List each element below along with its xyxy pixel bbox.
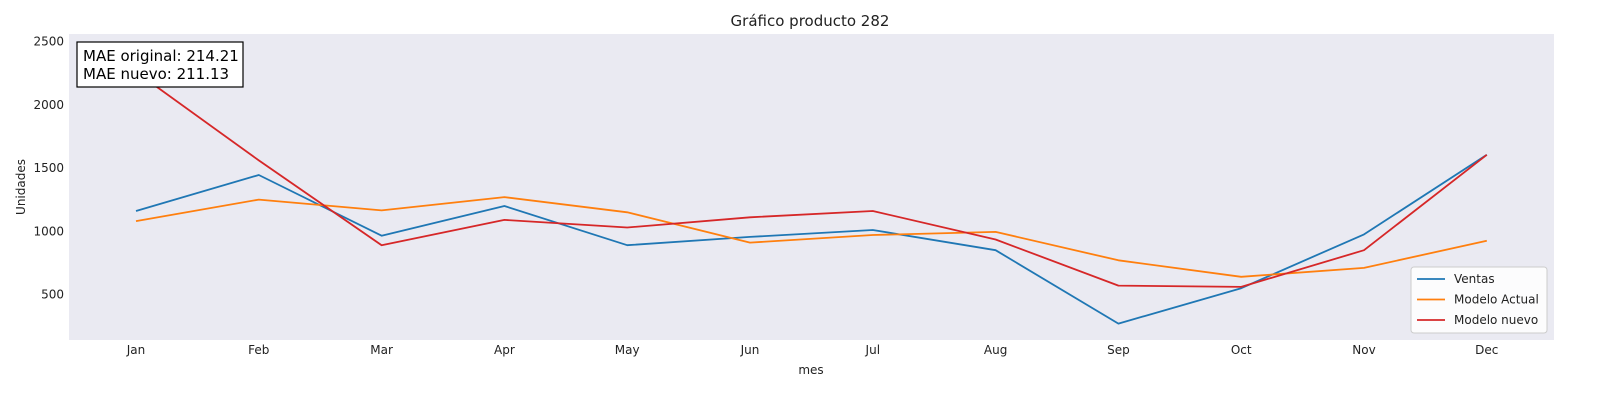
- mae-nuevo-text: MAE nuevo: 211.13: [83, 65, 229, 83]
- x-axis-label: mes: [798, 363, 823, 377]
- y-tick-label: 2000: [33, 98, 64, 112]
- legend: Ventas Modelo Actual Modelo nuevo: [1410, 266, 1548, 334]
- x-tick-label: Nov: [1352, 343, 1375, 357]
- legend-label-ventas: Ventas: [1454, 272, 1495, 286]
- x-tick-label: Dec: [1475, 343, 1498, 357]
- x-tick-label: Apr: [494, 343, 515, 357]
- mae-annotation-box: MAE original: 214.21 MAE nuevo: 211.13: [76, 41, 244, 88]
- series-line-modelo-actual: [135, 196, 1487, 278]
- y-axis-label: Unidades: [14, 159, 28, 215]
- y-axis-ticks: 500 1000 1500 2000 2500: [33, 35, 64, 302]
- annotation-frame: [76, 41, 244, 88]
- x-tick-label: May: [615, 343, 640, 357]
- y-tick-label: 1500: [33, 161, 64, 175]
- x-tick-label: Oct: [1231, 343, 1252, 357]
- x-tick-label: Jun: [740, 343, 760, 357]
- plot-area: [69, 34, 1554, 340]
- series-line-modelo-nuevo: [135, 71, 1488, 288]
- legend-label-modelo-nuevo: Modelo nuevo: [1454, 313, 1538, 327]
- x-tick-label: Jan: [126, 343, 146, 357]
- legend-frame: [1410, 266, 1548, 334]
- x-tick-label: Feb: [248, 343, 269, 357]
- series-layer: [135, 71, 1488, 325]
- chart-title: Gráfico producto 282: [731, 12, 890, 30]
- x-tick-label: Jul: [865, 343, 880, 357]
- legend-label-modelo-actual: Modelo Actual: [1454, 293, 1539, 307]
- y-tick-label: 1000: [33, 224, 64, 238]
- x-axis-ticks: Jan Feb Mar Apr May Jun Jul Aug Sep Oct Nov Dec: [126, 343, 1499, 357]
- mae-original-text: MAE original: 214.21: [83, 47, 239, 65]
- x-tick-label: Sep: [1107, 343, 1130, 357]
- y-tick-label: 2500: [33, 35, 64, 49]
- x-tick-label: Aug: [984, 343, 1007, 357]
- x-tick-label: Mar: [370, 343, 393, 357]
- series-line-ventas: [135, 154, 1488, 325]
- y-tick-label: 500: [41, 287, 64, 301]
